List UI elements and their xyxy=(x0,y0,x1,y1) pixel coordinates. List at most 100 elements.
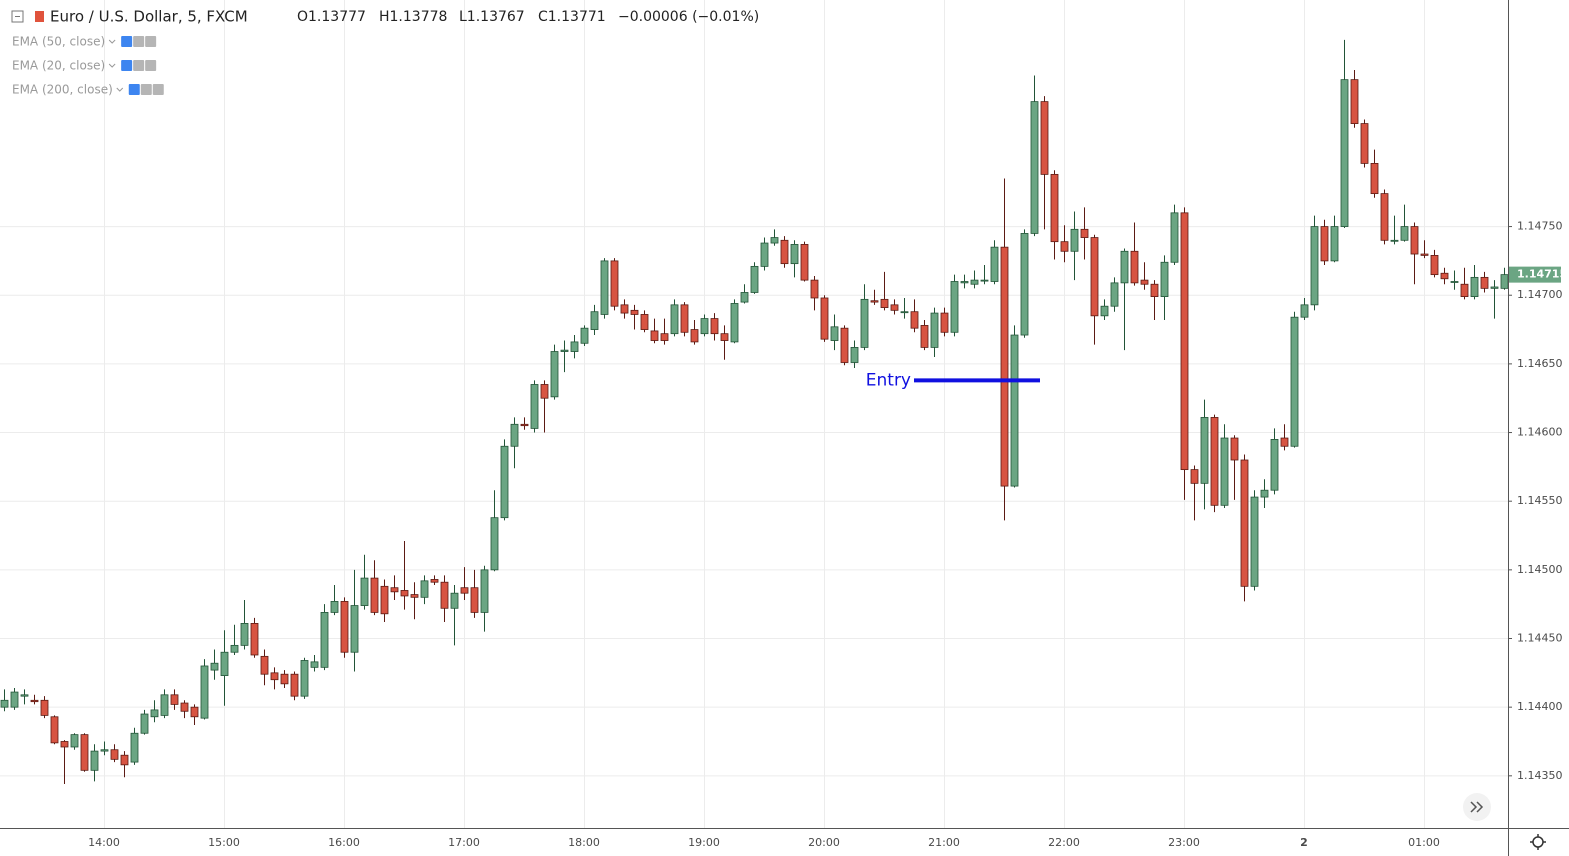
x-tick-label: 20:00 xyxy=(808,836,840,849)
candle-body xyxy=(560,349,569,352)
ohlc-change: −0.00006 (−0.01%) xyxy=(618,9,759,25)
candle-body xyxy=(360,577,369,606)
collapse-button[interactable] xyxy=(11,10,24,23)
candle-body xyxy=(50,716,59,744)
candle-body xyxy=(1040,101,1049,175)
candle-body xyxy=(970,279,979,285)
candle-body xyxy=(730,303,739,343)
candle-body xyxy=(60,741,69,748)
y-tick-label: 1.14500 xyxy=(1517,563,1563,576)
y-tick-label: 1.14700 xyxy=(1517,288,1563,301)
symbol-title[interactable]: Euro / U.S. Dollar, 5, FXCM xyxy=(50,8,248,26)
candle-body xyxy=(120,754,129,766)
last-price-label: 1.14715 xyxy=(1517,268,1567,281)
candle-body xyxy=(1130,250,1139,284)
candle-body xyxy=(320,612,329,668)
candle-body xyxy=(520,423,529,427)
candle-body xyxy=(1430,255,1439,276)
indicator-settings-button[interactable] xyxy=(140,84,152,95)
candle-body xyxy=(260,655,269,675)
candle-body xyxy=(1270,439,1279,491)
x-tick-label: 23:00 xyxy=(1168,836,1200,849)
candle-body xyxy=(30,699,39,703)
candle-body xyxy=(550,351,559,398)
candle-body xyxy=(1110,282,1119,307)
candle-body xyxy=(150,709,159,718)
candle-body xyxy=(1390,239,1399,242)
candle-body xyxy=(950,281,959,333)
flag-icon xyxy=(35,11,44,22)
indicator-hide-button[interactable] xyxy=(121,60,133,71)
candle-body xyxy=(490,517,499,571)
candle-body xyxy=(660,333,669,341)
indicator-settings-button[interactable] xyxy=(133,36,145,47)
candle-body xyxy=(1020,233,1029,336)
candle-body xyxy=(440,581,449,609)
settings-button[interactable] xyxy=(1530,834,1546,850)
candle-body xyxy=(160,694,169,716)
indicator-dropdown[interactable] xyxy=(108,39,116,44)
candle-body xyxy=(70,734,79,748)
y-tick-label: 1.14600 xyxy=(1517,426,1563,439)
indicator-dropdown[interactable] xyxy=(108,63,116,68)
indicator-label: EMA (50, close) xyxy=(12,35,105,49)
y-tick-label: 1.14650 xyxy=(1517,357,1563,370)
candle-body xyxy=(480,569,489,613)
candle-body xyxy=(830,326,839,341)
candle-body xyxy=(110,749,119,760)
candle-body xyxy=(370,577,379,613)
candle-body xyxy=(420,580,429,598)
candle-body xyxy=(90,750,99,771)
candle-body xyxy=(330,601,339,613)
candle-body xyxy=(300,660,309,697)
candle-body xyxy=(710,318,719,335)
candle-body xyxy=(350,605,359,653)
candle-body xyxy=(500,445,509,519)
indicator-hide-button[interactable] xyxy=(121,36,133,47)
indicator-dropdown[interactable] xyxy=(116,87,124,92)
candle-body xyxy=(10,691,19,708)
candles xyxy=(0,39,1509,785)
candle-body xyxy=(530,384,539,429)
candle-body xyxy=(820,297,829,340)
candle-body xyxy=(690,329,699,343)
indicator-hide-button[interactable] xyxy=(128,84,140,95)
indicator-remove-button[interactable] xyxy=(145,60,157,71)
y-tick-label: 1.14350 xyxy=(1517,769,1563,782)
ohlc-open: O1.13777 xyxy=(297,9,366,25)
indicator-remove-button[interactable] xyxy=(152,84,164,95)
candle-body xyxy=(1370,163,1379,195)
candle-body xyxy=(1360,123,1369,164)
candle-body xyxy=(220,651,229,676)
candle-body xyxy=(380,585,389,615)
candle-body xyxy=(210,662,219,671)
candle-body xyxy=(630,309,639,315)
candle-body xyxy=(930,312,939,348)
candle-body xyxy=(740,292,749,303)
candle-body xyxy=(470,587,479,613)
candle-body xyxy=(200,665,209,719)
scroll-button[interactable] xyxy=(1463,793,1491,821)
candle-body xyxy=(1050,173,1059,243)
candle-body xyxy=(40,699,49,716)
candle-body xyxy=(1140,279,1149,285)
candle-body xyxy=(1120,250,1129,284)
candle-body xyxy=(860,298,869,348)
candle-body xyxy=(940,312,949,333)
indicator-settings-button[interactable] xyxy=(133,60,145,71)
candle-body xyxy=(980,279,989,282)
candle-body xyxy=(720,333,729,341)
candle-body xyxy=(960,281,969,284)
scroll-icon xyxy=(1470,801,1484,813)
x-tick-label: 17:00 xyxy=(448,836,480,849)
indicator-remove-button[interactable] xyxy=(145,36,157,47)
candle-body xyxy=(870,300,879,303)
candle-body xyxy=(570,341,579,352)
grid xyxy=(0,0,1508,828)
gear-teeth xyxy=(1530,834,1546,850)
candle-body xyxy=(1410,226,1419,255)
candle-body xyxy=(700,318,709,335)
candle-body xyxy=(600,260,609,315)
indicator-label: EMA (20, close) xyxy=(12,59,105,73)
